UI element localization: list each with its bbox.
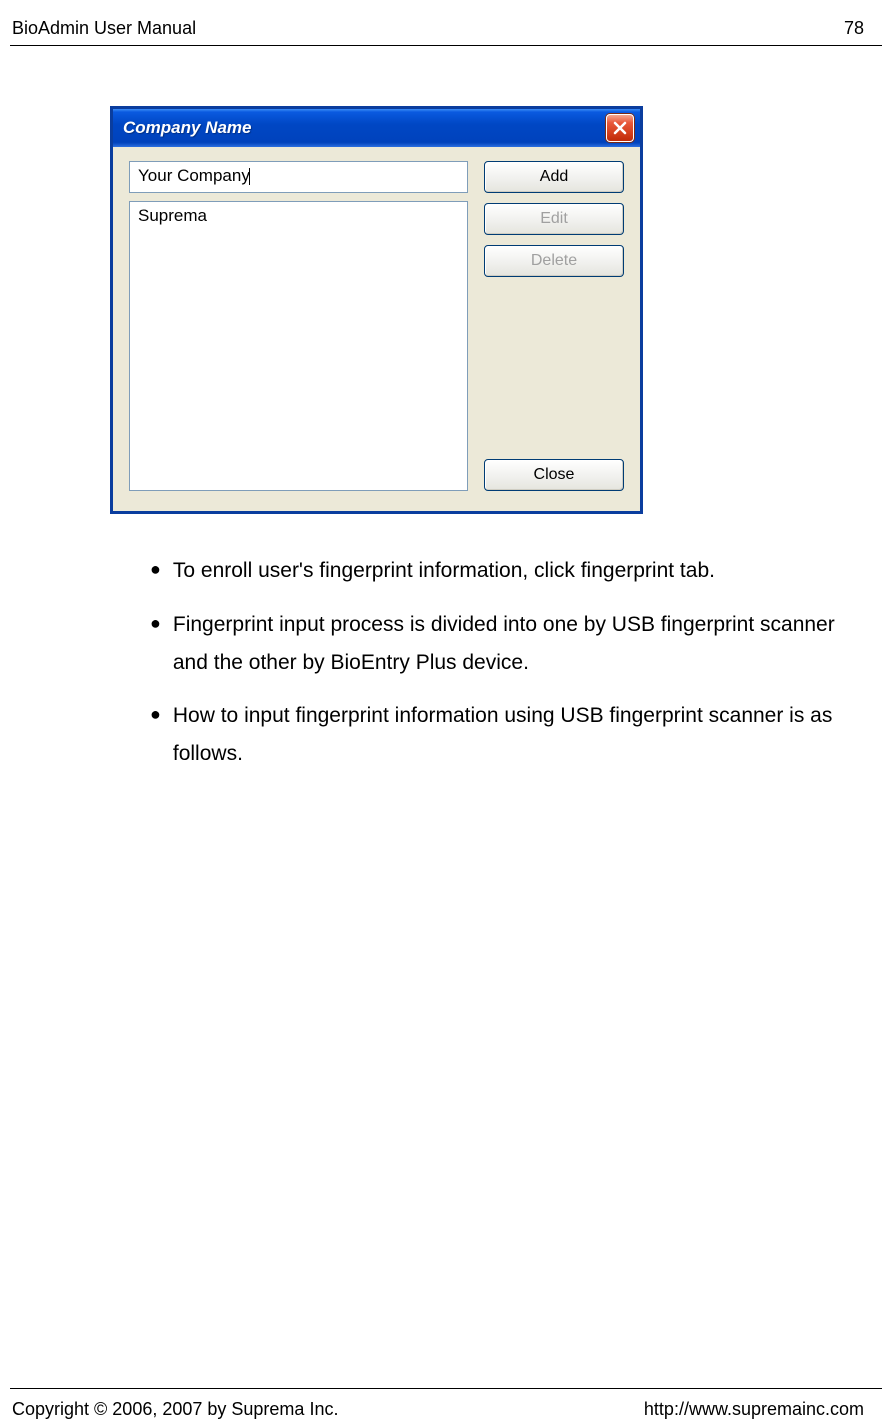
page-header: BioAdmin User Manual 78 (0, 0, 892, 45)
list-item[interactable]: Suprema (138, 206, 459, 226)
close-button[interactable]: Close (484, 459, 624, 491)
list-item: ● To enroll user's fingerprint informati… (150, 552, 852, 590)
bullet-text: How to input fingerprint information usi… (173, 697, 852, 773)
company-input-value: Your Company (138, 166, 250, 185)
page-content: Company Name Your Company Suprema Add Ed… (0, 46, 892, 773)
list-item: ● Fingerprint input process is divided i… (150, 606, 852, 682)
dialog-left-column: Your Company Suprema (129, 161, 468, 491)
dialog-title: Company Name (123, 118, 251, 138)
bullet-text: To enroll user's fingerprint information… (173, 552, 852, 590)
text-cursor (249, 168, 250, 185)
page-footer: Copyright © 2006, 2007 by Suprema Inc. h… (0, 1388, 892, 1420)
bullet-list: ● To enroll user's fingerprint informati… (110, 552, 862, 773)
bullet-icon: ● (150, 552, 161, 590)
button-spacer (484, 287, 624, 449)
company-name-dialog: Company Name Your Company Suprema Add Ed… (110, 106, 643, 514)
edit-button[interactable]: Edit (484, 203, 624, 235)
bullet-icon: ● (150, 606, 161, 682)
close-icon[interactable] (606, 114, 634, 142)
bullet-icon: ● (150, 697, 161, 773)
add-button[interactable]: Add (484, 161, 624, 193)
dialog-right-column: Add Edit Delete Close (484, 161, 624, 491)
company-listbox[interactable]: Suprema (129, 201, 468, 491)
dialog-titlebar: Company Name (113, 109, 640, 147)
footer-row: Copyright © 2006, 2007 by Suprema Inc. h… (0, 1399, 892, 1420)
list-item: ● How to input fingerprint information u… (150, 697, 852, 773)
delete-button[interactable]: Delete (484, 245, 624, 277)
bullet-text: Fingerprint input process is divided int… (173, 606, 852, 682)
footer-divider (10, 1388, 882, 1389)
footer-url: http://www.supremainc.com (644, 1399, 864, 1420)
doc-title: BioAdmin User Manual (12, 18, 196, 39)
company-input[interactable]: Your Company (129, 161, 468, 193)
page-number: 78 (844, 18, 864, 39)
dialog-body: Your Company Suprema Add Edit Delete Clo… (113, 147, 640, 511)
copyright-text: Copyright © 2006, 2007 by Suprema Inc. (12, 1399, 338, 1420)
